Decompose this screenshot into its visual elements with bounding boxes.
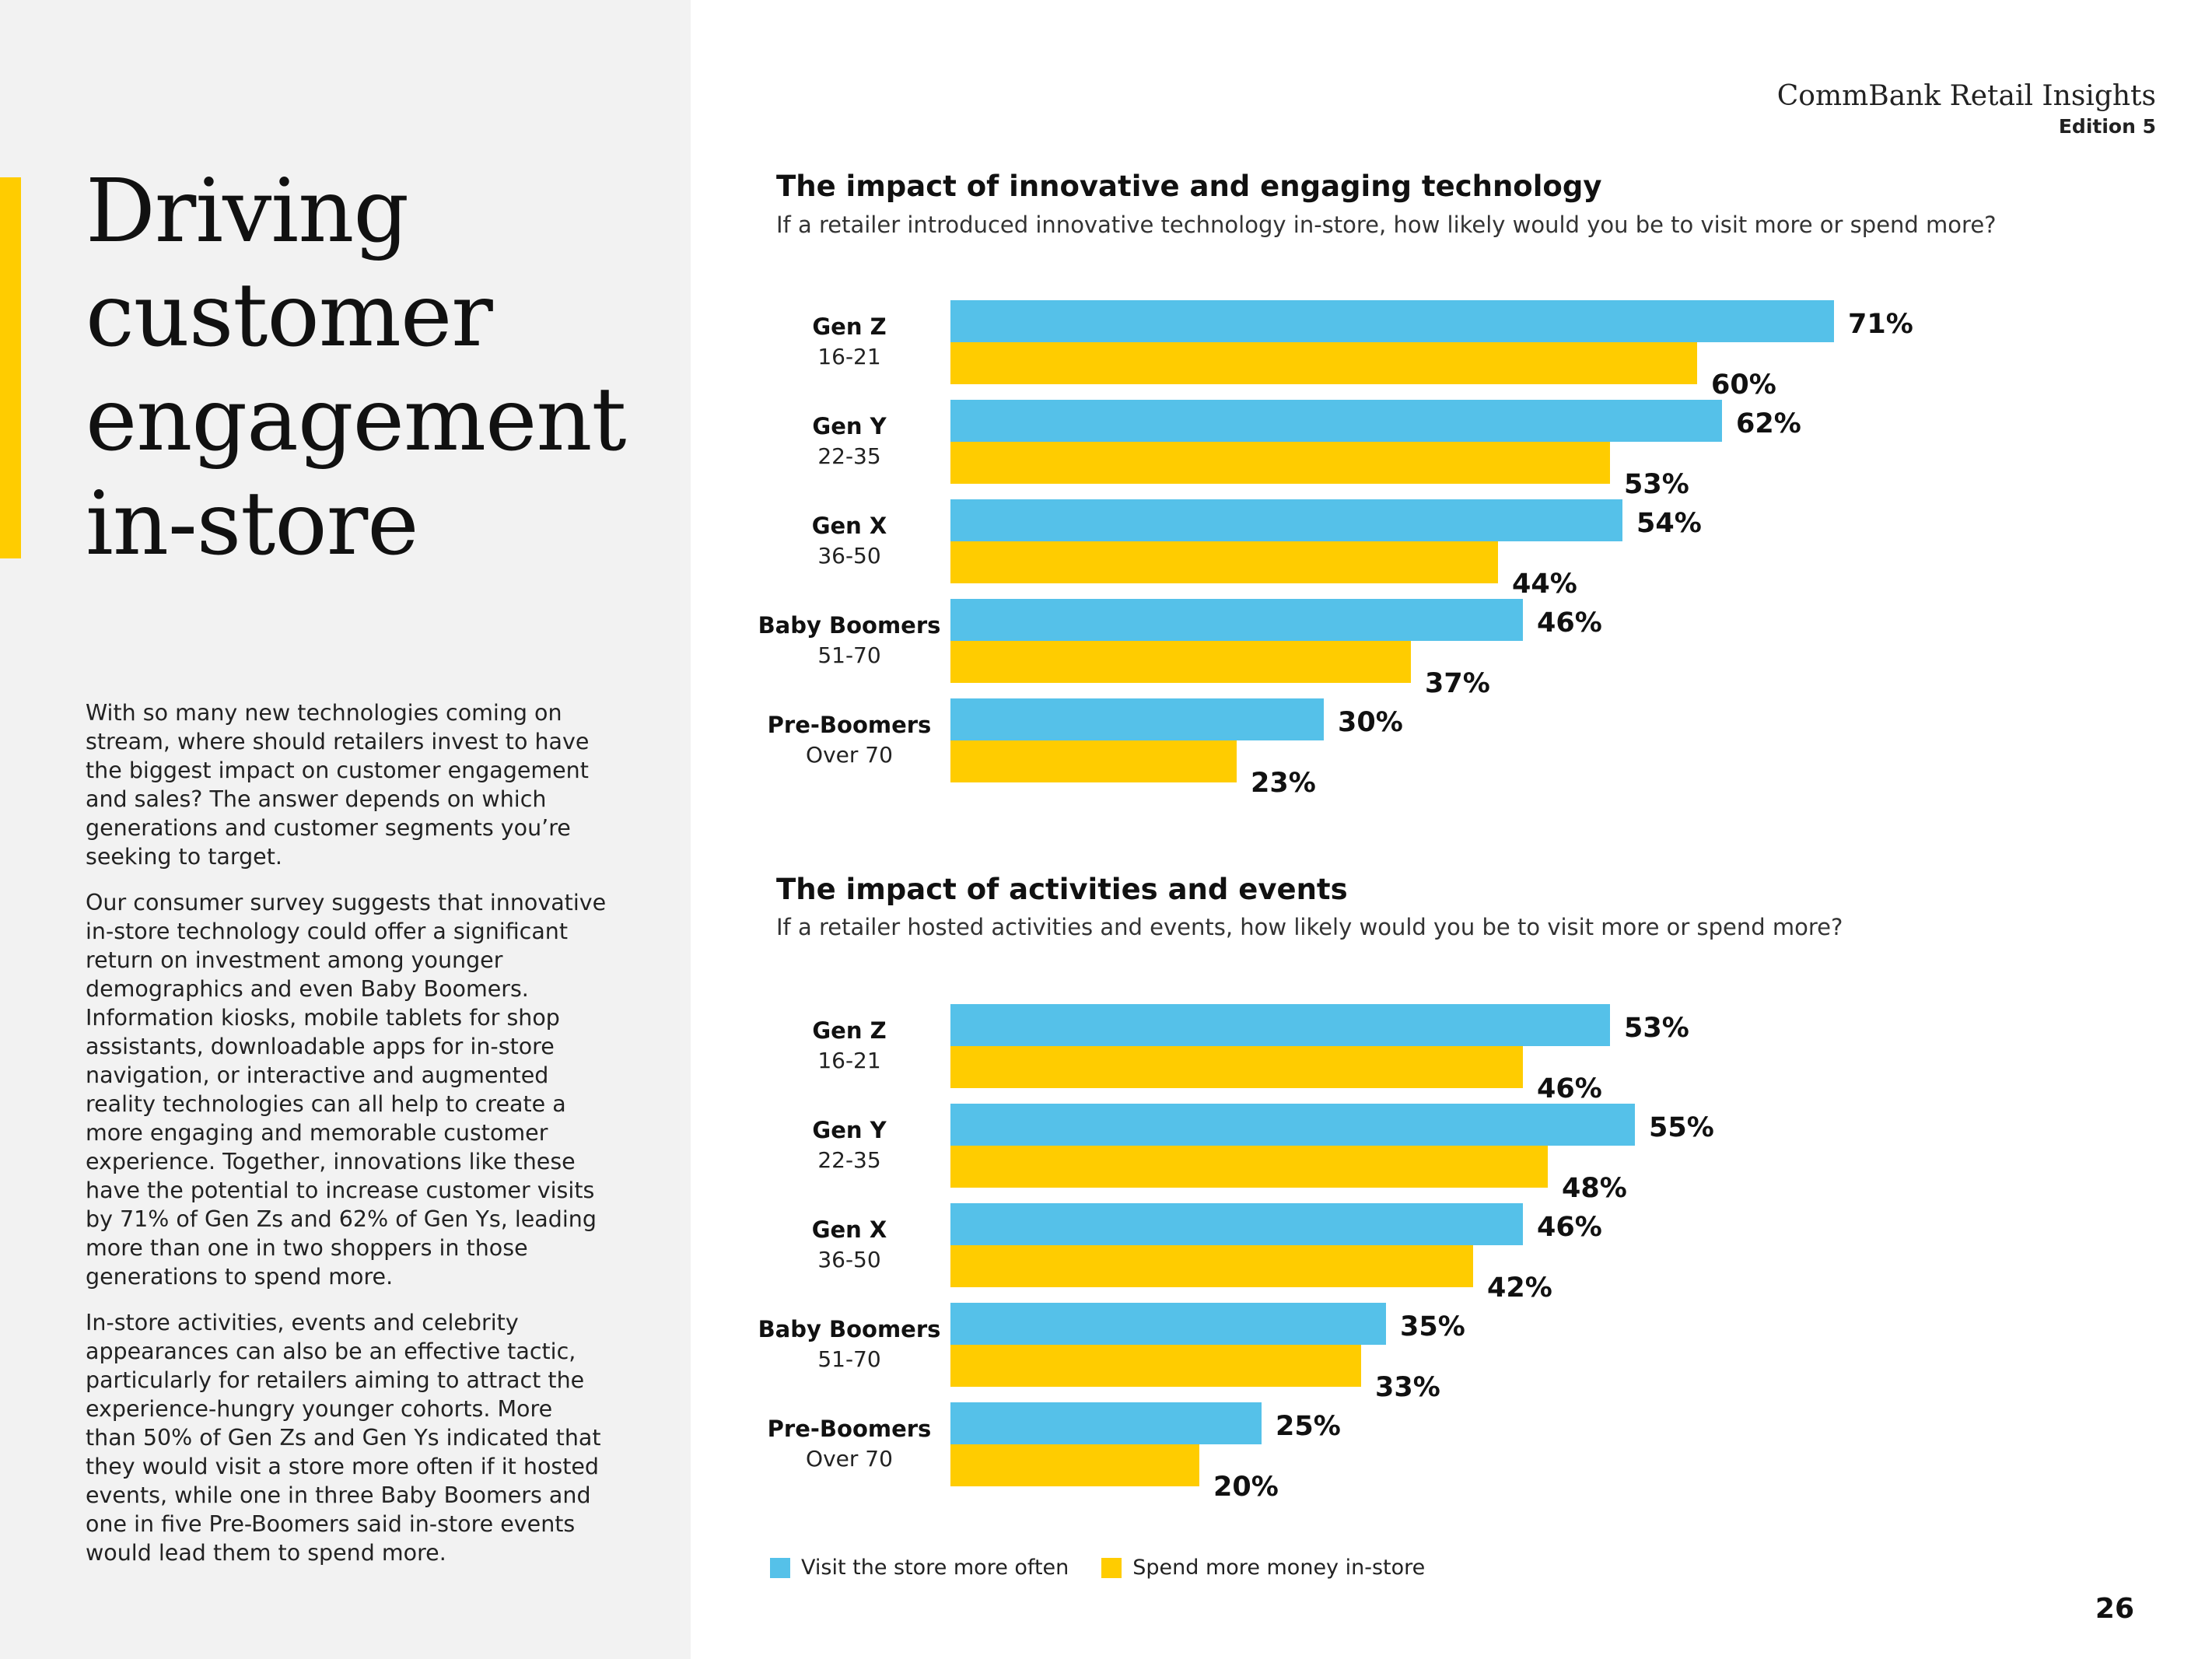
value-label: 30% [1338,707,1403,738]
category-label: Gen X [812,513,887,539]
legend-swatch [770,1557,790,1578]
page-title: Driving customer engagement in-store [86,159,677,576]
spend-bar [950,1046,1523,1088]
category-label: Baby Boomers [758,1316,941,1342]
spend-bar [950,1245,1473,1287]
edition-label: Edition 5 [2058,115,2156,138]
spend-bar [950,641,1411,683]
title-line: Driving [86,161,409,262]
category-range-label: 22-35 [817,443,880,469]
value-label: 55% [1649,1112,1714,1143]
category-label: Pre-Boomers [768,1416,932,1442]
body-paragraph: In-store activities, events and celebrit… [86,1310,601,1566]
chart-subtitle: If a retailer hosted activities and even… [776,914,1843,940]
category-range-label: 51-70 [817,1346,880,1372]
visit-bar [950,400,1722,442]
value-label: 53% [1624,469,1689,500]
spend-bar [950,1345,1361,1387]
legend-item-visit: Visit the store more often [770,1556,1069,1580]
value-label: 20% [1213,1472,1279,1503]
category-range-label: Over 70 [806,742,893,768]
visit-bar [950,599,1523,641]
value-label: 53% [1624,1013,1689,1044]
spend-bar [950,1146,1548,1188]
category-range-label: 36-50 [817,543,880,569]
events-bar-chart: Gen Z 16-21 53% 46% Gen Y 22-35 55% 48% Gen X 36-… [758,1004,1714,1503]
value-label: 54% [1636,508,1702,539]
category-label: Gen Y [812,413,887,439]
visit-bar [950,1303,1386,1345]
value-label: 46% [1537,1212,1602,1243]
legend-swatch [1101,1557,1122,1578]
value-label: 35% [1400,1311,1465,1342]
title-line: customer [86,265,493,366]
category-range-label: Over 70 [806,1446,893,1472]
chart-subtitle: If a retailer introduced innovative tech… [776,212,1997,238]
legend-label: Visit the store more often [801,1556,1069,1580]
value-label: 46% [1537,607,1602,639]
value-label: 37% [1425,668,1490,699]
body-paragraph: With so many new technologies coming on … [86,700,590,870]
value-label: 71% [1848,309,1913,340]
category-range-label: 22-35 [817,1147,880,1173]
brand-name: CommBank Retail Insights [1776,80,2156,112]
legend: Visit the store more often Spend more mo… [770,1556,1458,1580]
category-label: Gen Z [812,313,886,340]
category-label: Gen X [812,1216,887,1243]
accent-bar [0,177,21,558]
visit-bar [950,1104,1635,1146]
title-line: engagement [86,369,626,471]
category-range-label: 51-70 [817,642,880,668]
spend-bar [950,541,1498,583]
page-number: 26 [2095,1593,2134,1625]
value-label: 33% [1375,1372,1440,1403]
body-text: With so many new technologies coming on … [86,698,607,1584]
value-label: 23% [1251,768,1316,799]
brand-header: CommBank Retail Insights Edition 5 [1777,78,2156,138]
value-label: 48% [1562,1173,1627,1204]
chart-title: The impact of innovative and engaging te… [776,170,1602,203]
visit-bar [950,1004,1610,1046]
category-range-label: 16-21 [817,1048,880,1073]
value-label: 44% [1512,569,1577,600]
technology-bar-chart: Gen Z 16-21 71% 60% Gen Y 22-35 62% 53% Gen X 36-… [758,300,1913,799]
value-label: 25% [1276,1411,1341,1442]
visit-bar [950,300,1834,342]
value-label: 46% [1537,1073,1602,1104]
category-range-label: 16-21 [817,344,880,369]
spend-bar [950,740,1237,782]
spend-bar [950,342,1697,384]
left-panel [0,0,691,1659]
value-label: 62% [1736,408,1801,439]
visit-bar [950,1402,1262,1444]
category-range-label: 36-50 [817,1247,880,1272]
category-label: Pre-Boomers [768,712,932,738]
legend-item-spend: Spend more money in-store [1101,1556,1425,1580]
value-label: 60% [1711,369,1776,401]
visit-bar [950,698,1324,740]
category-label: Gen Y [812,1117,887,1143]
visit-bar [950,1203,1523,1245]
legend-label: Spend more money in-store [1132,1556,1426,1580]
category-label: Gen Z [812,1017,886,1044]
body-paragraph: Our consumer survey suggests that innova… [86,890,607,1290]
title-line: in-store [86,474,419,575]
visit-bar [950,499,1622,541]
spend-bar [950,1444,1199,1486]
spend-bar [950,442,1610,484]
chart-title: The impact of activities and events [776,873,1348,906]
category-label: Baby Boomers [758,612,941,639]
value-label: 42% [1487,1272,1552,1304]
